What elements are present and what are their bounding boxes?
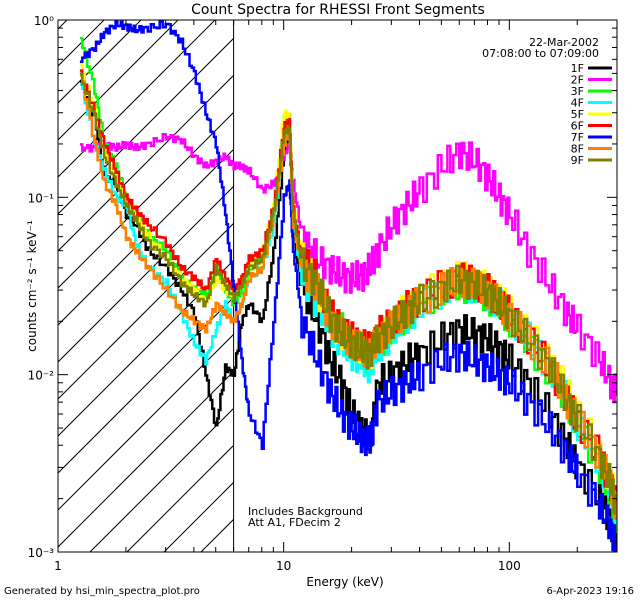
hatch-line xyxy=(58,20,68,30)
y-tick-label: 10⁻³ xyxy=(28,546,55,560)
hatch-line xyxy=(58,111,234,289)
hatch-line xyxy=(58,74,234,252)
legend-label: 4F xyxy=(571,97,584,110)
timestamp-label: 6-Apr-2023 19:16 xyxy=(547,586,634,597)
hatch-line xyxy=(58,148,234,326)
hatch-line xyxy=(58,370,234,548)
axis-ticks: 1 10 100 10⁻³ 10⁻² 10⁻¹ 10⁰ xyxy=(28,14,618,573)
series-group xyxy=(79,20,617,552)
y-tick-label: 10⁻² xyxy=(28,369,55,383)
hatch-line xyxy=(58,37,234,215)
background-note: Includes Background xyxy=(248,505,363,518)
plot-frame xyxy=(57,19,618,553)
hatch-line xyxy=(58,20,216,178)
x-tick-label: 100 xyxy=(498,559,521,573)
x-tick-label: 10 xyxy=(276,559,291,573)
y-tick-label: 10⁰ xyxy=(34,14,54,28)
series-line-7f xyxy=(79,20,617,552)
attenuator-note: Att A1, FDecim 2 xyxy=(248,516,341,529)
hatch-line xyxy=(58,333,234,511)
series-line-1f xyxy=(79,80,617,552)
legend-label: 2F xyxy=(571,74,584,87)
hatch-line xyxy=(58,185,234,363)
hatch-line xyxy=(126,444,234,552)
chart-title: Count Spectra for RHESSI Front Segments xyxy=(191,2,485,18)
legend-label: 5F xyxy=(571,108,584,121)
x-axis-label: Energy (keV) xyxy=(306,575,383,589)
series-line-9f xyxy=(79,72,617,515)
series-line-4f xyxy=(79,83,617,525)
time-range-label: 07:08:00 to 07:09:00 xyxy=(482,47,599,60)
series-line-6f xyxy=(79,69,617,520)
hatch-line xyxy=(58,20,179,141)
x-tick-label: 1 xyxy=(54,559,62,573)
hatch-line xyxy=(58,20,105,67)
series-line-2f xyxy=(79,133,617,404)
date-label: 22-Mar-2002 xyxy=(529,36,599,49)
legend-label: 6F xyxy=(571,120,584,133)
y-tick-label: 10⁻¹ xyxy=(28,191,55,205)
legend-label: 7F xyxy=(571,131,584,144)
legend-label: 1F xyxy=(571,62,584,75)
hatch-line xyxy=(58,296,234,474)
legend-label: 8F xyxy=(571,143,584,156)
generated-by-label: Generated by hsi_min_spectra_plot.pro xyxy=(4,586,200,597)
hatch-line xyxy=(89,407,234,552)
legend-label: 3F xyxy=(571,85,584,98)
y-axis-label: counts cm⁻² s⁻¹ keV⁻¹ xyxy=(25,220,39,352)
hatch-line xyxy=(58,20,142,104)
legend-label: 9F xyxy=(571,154,584,167)
